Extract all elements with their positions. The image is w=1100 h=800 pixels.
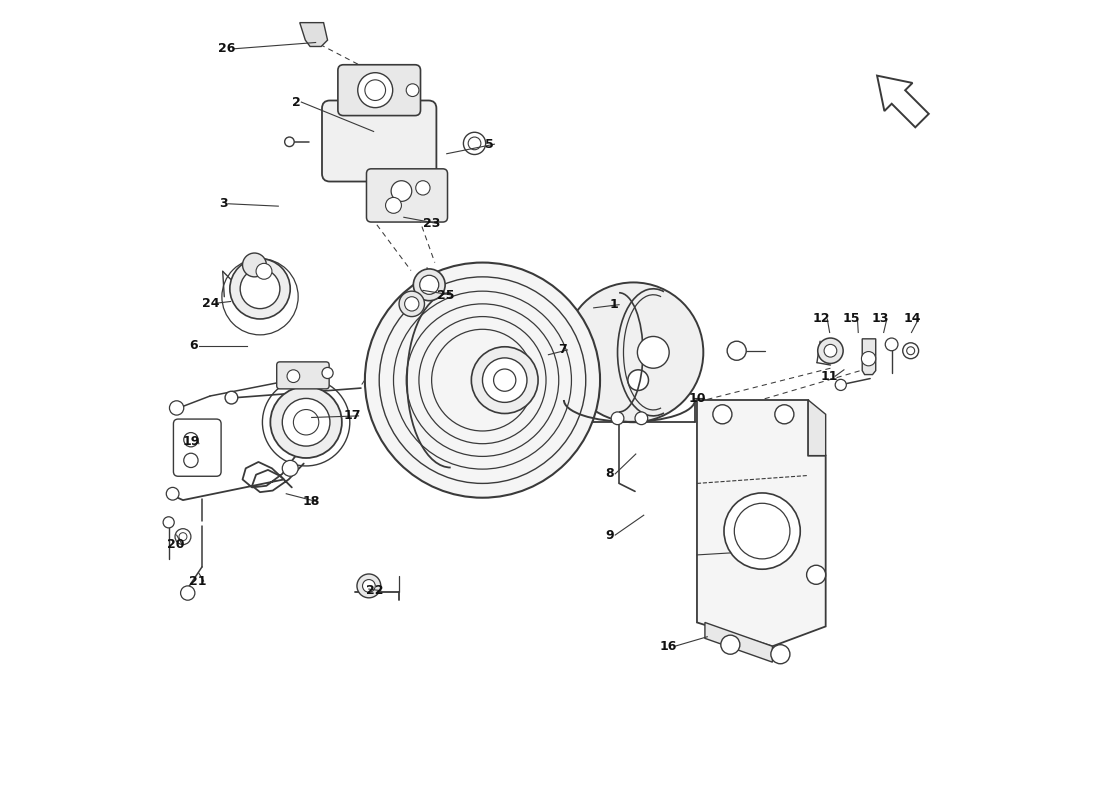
Circle shape [386, 198, 402, 214]
Text: 17: 17 [343, 410, 361, 422]
Circle shape [886, 338, 898, 350]
Circle shape [365, 262, 601, 498]
Circle shape [358, 73, 393, 108]
Text: 21: 21 [188, 574, 206, 588]
FancyBboxPatch shape [338, 65, 420, 115]
Circle shape [414, 269, 446, 301]
Circle shape [406, 84, 419, 97]
Circle shape [399, 291, 425, 317]
Circle shape [285, 137, 294, 146]
Circle shape [817, 338, 844, 363]
Circle shape [271, 386, 342, 458]
Polygon shape [808, 400, 826, 456]
Circle shape [494, 369, 516, 391]
Text: 14: 14 [903, 313, 921, 326]
Circle shape [184, 454, 198, 467]
Circle shape [287, 370, 300, 382]
Circle shape [283, 398, 330, 446]
Text: 16: 16 [660, 640, 676, 653]
Circle shape [256, 263, 272, 279]
Circle shape [322, 367, 333, 378]
Text: 13: 13 [872, 313, 889, 326]
Circle shape [628, 370, 649, 390]
Circle shape [735, 503, 790, 559]
Circle shape [163, 517, 174, 528]
Circle shape [180, 586, 195, 600]
Circle shape [635, 412, 648, 425]
Circle shape [240, 269, 279, 309]
Circle shape [483, 358, 527, 402]
Circle shape [463, 132, 486, 154]
Circle shape [363, 579, 375, 592]
Circle shape [226, 391, 238, 404]
Text: 2: 2 [292, 95, 300, 109]
Circle shape [392, 181, 411, 202]
Circle shape [861, 351, 876, 366]
Polygon shape [705, 622, 772, 662]
FancyBboxPatch shape [174, 419, 221, 476]
Text: 5: 5 [485, 138, 494, 150]
Circle shape [169, 401, 184, 415]
Text: 7: 7 [558, 343, 566, 357]
Circle shape [283, 460, 298, 476]
Text: 8: 8 [606, 467, 614, 480]
Circle shape [365, 80, 386, 101]
Text: 15: 15 [843, 313, 860, 326]
Text: 22: 22 [365, 584, 383, 597]
Circle shape [720, 635, 740, 654]
Circle shape [243, 253, 266, 277]
Circle shape [835, 379, 846, 390]
Text: 12: 12 [812, 313, 829, 326]
FancyBboxPatch shape [322, 101, 437, 182]
Polygon shape [697, 400, 826, 646]
Text: 9: 9 [606, 529, 614, 542]
Circle shape [405, 297, 419, 311]
Text: 20: 20 [167, 538, 185, 551]
Text: 11: 11 [821, 370, 837, 382]
Text: 24: 24 [202, 297, 220, 310]
Text: 25: 25 [437, 289, 454, 302]
Circle shape [824, 344, 837, 357]
Circle shape [358, 574, 381, 598]
Circle shape [906, 346, 915, 354]
Text: 6: 6 [189, 339, 198, 353]
Circle shape [806, 566, 826, 584]
Circle shape [230, 258, 290, 319]
Circle shape [612, 412, 624, 425]
Circle shape [420, 275, 439, 294]
Polygon shape [862, 339, 876, 374]
Polygon shape [877, 76, 928, 127]
Circle shape [771, 645, 790, 664]
Circle shape [727, 342, 746, 360]
Polygon shape [300, 22, 328, 46]
Text: 26: 26 [218, 42, 235, 55]
Circle shape [166, 487, 179, 500]
Circle shape [713, 405, 732, 424]
Circle shape [294, 410, 319, 435]
Circle shape [774, 405, 794, 424]
Circle shape [184, 433, 198, 447]
Text: 19: 19 [183, 435, 200, 448]
Text: 18: 18 [302, 495, 319, 508]
FancyBboxPatch shape [277, 362, 329, 389]
Circle shape [179, 533, 187, 541]
Circle shape [724, 493, 801, 570]
Circle shape [472, 346, 538, 414]
Circle shape [903, 342, 918, 358]
Circle shape [469, 137, 481, 150]
Circle shape [637, 337, 669, 368]
Circle shape [416, 181, 430, 195]
Text: 10: 10 [689, 392, 706, 405]
FancyBboxPatch shape [366, 169, 448, 222]
Circle shape [563, 282, 703, 422]
Circle shape [175, 529, 191, 545]
Text: 23: 23 [422, 217, 440, 230]
Text: 1: 1 [609, 298, 618, 311]
Text: 3: 3 [219, 198, 228, 210]
